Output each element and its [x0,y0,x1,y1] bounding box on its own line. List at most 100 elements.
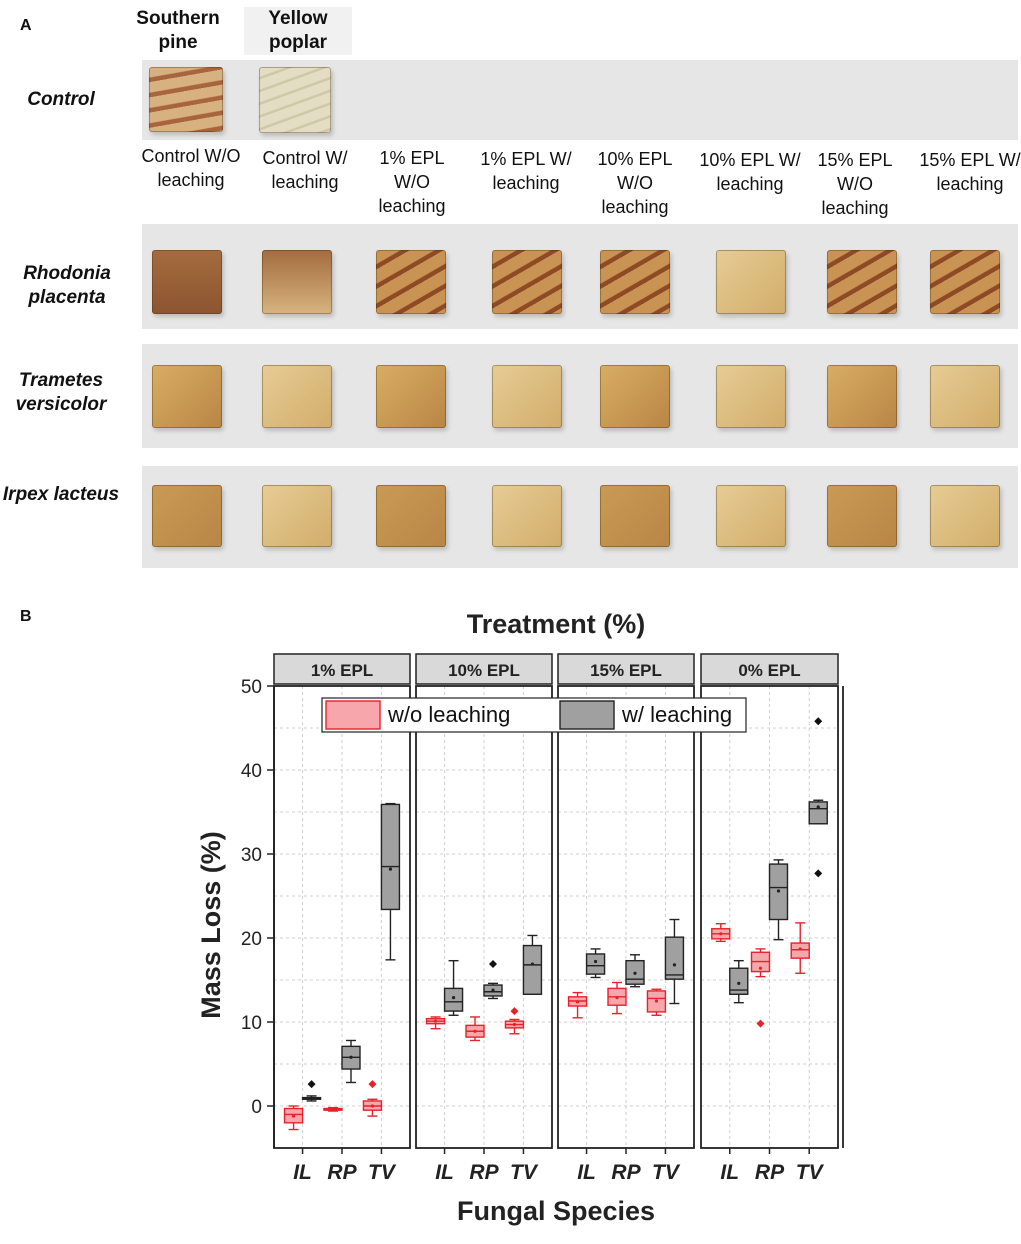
box [585,953,606,975]
y-axis-label: Mass Loss (%) [196,831,226,1019]
rhodonia-block [152,250,222,314]
southern-pine-label: Southern pine [136,8,220,53]
facet-label: 10% EPL [448,661,520,680]
trametes-block [600,365,670,428]
mean-point [451,996,456,1000]
x-tick-label: RP [327,1161,357,1184]
row-label-rhodonia: Rhodonia placenta [23,263,111,308]
rhodonia-block [600,250,670,314]
panel-b-letter: B [20,608,32,625]
trametes-block [827,365,897,428]
trametes-block [930,365,1000,428]
irpex-block [262,485,332,547]
facet-header [557,653,695,685]
rhodonia-block [492,250,562,314]
y-tick-label: 50 [241,677,262,698]
facet-label: 0% EPL [738,661,800,680]
row-label-control: Control [27,89,95,110]
mean-point [672,963,677,967]
facet-label: 1% EPL [311,661,373,680]
treatment-label: 10% EPL W/O leaching [597,149,673,217]
y-tick-label: 40 [241,761,262,782]
mean-point [798,947,802,951]
treatment-label: 1% EPL W/ leaching [480,149,572,193]
legend-label-wo-leaching: w/o leaching [387,702,510,727]
outlier-point [814,717,823,726]
box [729,967,749,995]
mean-point [593,959,598,964]
x-axis-label: Fungal Species [457,1196,655,1226]
box [522,944,543,995]
treatment-label: 15% EPL W/ leaching [919,150,1021,194]
mean-point [719,932,723,936]
mean-point [654,999,659,1003]
mean-point [309,1096,314,1101]
rhodonia-block [827,250,897,314]
mean-point [758,966,763,970]
mean-point [737,981,741,985]
mean-point [776,889,781,893]
x-tick-label: RP [611,1161,641,1184]
mean-point [575,1000,580,1004]
irpex-block [600,485,670,547]
chart-title: Treatment (%) [467,609,646,639]
irpex-block [716,485,786,547]
treatment-label: Control W/ leaching [262,148,348,192]
mean-point [816,805,820,809]
y-tick-label: 10 [241,1013,262,1034]
irpex-block [376,485,446,547]
treatment-label: 1% EPL W/O leaching [378,148,446,216]
legend-swatch-w-leaching [559,700,615,730]
x-tick-label: TV [368,1161,397,1184]
trametes-block [376,365,446,428]
irpex-block [827,485,897,547]
outlier-point [489,960,497,969]
mean-point [388,867,393,871]
treatment-label: 15% EPL W/O leaching [817,150,893,218]
row-label-trametes: Trametes versicolor [15,370,107,415]
outlier-point [510,1007,519,1016]
outlier-point [307,1080,316,1089]
mass-loss-boxplot: Treatment (%) Fungal Species Mass Loss (… [196,609,844,1226]
mean-point [512,1022,517,1027]
x-tick-label: IL [435,1161,454,1184]
irpex-block [152,485,222,547]
trametes-block [492,365,562,428]
mean-point [433,1019,438,1023]
panel-a-letter: A [20,17,32,34]
outlier-point [814,869,823,878]
legend-swatch-wo-leaching [325,700,381,730]
irpex-block [492,485,562,547]
irpex-block [930,485,1000,547]
x-tick-label: IL [720,1161,739,1184]
rhodonia-block [716,250,786,314]
treatment-label: 10% EPL W/ leaching [699,150,801,194]
box [790,942,810,959]
mean-point [370,1104,375,1108]
facet-header [273,653,411,685]
mean-point [291,1114,296,1118]
box [443,987,464,1012]
legend [321,697,747,733]
control-block-yellow-poplar [259,67,331,133]
row-label-irpex: Irpex lacteus [2,484,120,505]
facet-header [415,653,553,685]
trametes-block [716,365,786,428]
mean-point [473,1029,477,1033]
treatment-label: Control W/O leaching [141,146,241,190]
x-tick-label: RP [755,1161,785,1184]
outlier-point [368,1080,377,1089]
x-tick-label: TV [652,1161,681,1184]
x-tick-label: IL [293,1161,312,1184]
box [664,936,685,980]
mean-point [615,996,619,1000]
mean-point [491,988,495,992]
box [380,803,401,911]
rhodonia-block [930,250,1000,314]
outlier-point [756,1019,765,1028]
y-tick-label: 30 [241,845,262,866]
legend-label-w-leaching: w/ leaching [621,702,732,727]
y-tick-label: 0 [251,1097,262,1118]
x-tick-label: IL [577,1161,596,1184]
rhodonia-block [262,250,332,314]
